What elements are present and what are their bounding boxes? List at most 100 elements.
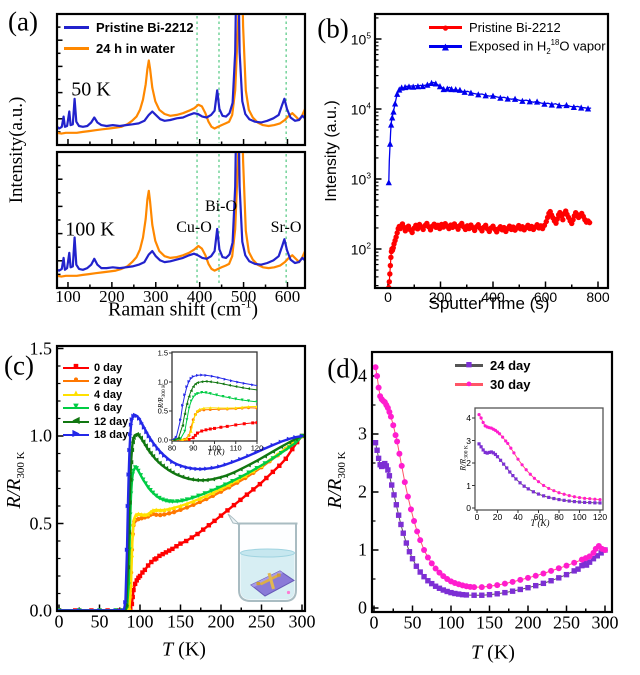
inset-d-y-tick: 2 — [466, 458, 471, 468]
legend-item-0day: ■ 0 day — [63, 361, 128, 375]
panel-b-y-tick: 105 — [350, 30, 371, 48]
inset-d-x-axis-title: T (K) — [530, 518, 550, 528]
legend-label: 18 day — [94, 429, 129, 442]
legend-item-18day: ▶ 18 day — [63, 429, 128, 443]
x-title-sup: -1 — [241, 296, 252, 311]
panel-b-x-tick: 400 — [481, 289, 505, 305]
panel-d-x-tick: 50 — [403, 612, 422, 633]
legend-label: 24 h in water — [96, 41, 175, 56]
panel-d-x-tick: 300 — [591, 612, 619, 633]
panel-c-x-tick: 200 — [207, 611, 235, 632]
panel-d-x-tick: 250 — [553, 612, 580, 633]
legend-line: ● — [429, 21, 462, 33]
panel-c-x-tick: 0 — [54, 611, 64, 632]
panel-d-series — [373, 364, 608, 598]
inset-d-y-tick: 0 — [466, 503, 471, 513]
panel-a-label: (a) — [8, 6, 38, 37]
inset-c-y-tick: 1.0 — [157, 377, 168, 387]
inset-c-y-tick: 0.5 — [157, 406, 168, 416]
panel-c-x-tick: 250 — [248, 611, 275, 632]
inset-c-x-axis-title: T (K) — [207, 447, 225, 457]
panel-d-y-tick: 2 — [358, 481, 367, 502]
panel-b-y-tick: 102 — [350, 240, 371, 258]
panel-a-x-tick: 300 — [143, 287, 169, 306]
panel-b-y-tick: 103 — [350, 170, 371, 188]
y-title-sub: 300 K — [15, 451, 27, 479]
bond-label-cuo: Cu-O — [176, 219, 212, 236]
legend-item-4day: ▲ 4 day — [63, 388, 128, 402]
panel-a-axes — [55, 12, 307, 290]
panel-b-series — [385, 79, 593, 287]
legend-label: 6 day — [94, 402, 123, 415]
panel-a-bottom-series — [58, 153, 304, 278]
inset-d-x-tick: 80 — [554, 511, 564, 522]
panel-d-inset-series — [477, 413, 602, 505]
legend-item-24day: ■ 24 day — [455, 356, 530, 375]
panel-d-y-tick: 0 — [358, 597, 367, 618]
circle-marker-icon: ● — [465, 377, 473, 390]
panel-a-x-tick: 400 — [186, 287, 213, 306]
panel-a-x-axis-title: Raman shift (cm-1) — [108, 297, 258, 322]
inset-d-x-tick: 60 — [533, 511, 544, 522]
y-title-main: R/R — [3, 478, 25, 509]
inset-c-y-axis-title: R/R300 K — [157, 384, 167, 408]
panel-c-x-axis-title: T (K) — [162, 639, 206, 662]
square-marker-icon: ■ — [73, 361, 79, 372]
x-title-T: T — [162, 638, 174, 661]
legend-label: 0 day — [94, 361, 123, 374]
panel-d-axes — [370, 350, 614, 614]
inset-c-x-tick: 100 — [208, 443, 221, 452]
panel-d-y-tick: 3 — [358, 423, 367, 444]
legend-item-vapor: ▲ Exposed in H218O vapor — [429, 37, 606, 56]
panel-d-x-tick: 150 — [476, 612, 503, 633]
panel-b-x-axis-title: Sputter Time (s) — [428, 294, 550, 313]
triangle-down-marker-icon: ▼ — [71, 402, 81, 413]
panel-a-x-tick: 100 — [55, 287, 81, 306]
inset-d-x-tick: 120 — [592, 511, 608, 522]
panel-c-axes — [55, 344, 307, 613]
legend-panel-d: ■ 24 day ● 30 day — [455, 356, 530, 394]
legend-sub: 2 — [546, 46, 551, 56]
inset-c-y-tick: 1.5 — [157, 348, 168, 358]
panel-c-x-tick: 100 — [126, 611, 154, 632]
legend-line — [64, 26, 89, 29]
bond-label-sro: Sr-O — [270, 219, 302, 236]
inset-y-sub: 300 K — [463, 445, 470, 459]
panel-b-y-tick: 104 — [350, 100, 371, 118]
legend-label: 30 day — [490, 377, 531, 392]
panel-c-series — [58, 412, 304, 610]
triangle-marker-icon: ▲ — [439, 39, 452, 54]
panel-c-y-tick: 0.0 — [29, 600, 53, 621]
legend-item-pristine: ● Pristine Bi-2212 — [429, 18, 606, 37]
panel-d-y-axis-title: R/R300 K — [324, 451, 348, 508]
panel-a-x-tick: 500 — [230, 287, 257, 306]
legend-sup: 18 — [550, 37, 560, 47]
inset-d-x-tick: 100 — [572, 511, 587, 522]
panel-c-y-tick: 0.5 — [29, 513, 53, 533]
panel-a-top-series — [58, 15, 304, 135]
legend-panel-a: Pristine Bi-2212 24 h in water — [64, 17, 194, 59]
panel-b-x-tick: 600 — [533, 289, 558, 305]
legend-label: 2 day — [94, 375, 123, 388]
temp-label-50k: 50 K — [71, 78, 111, 101]
inset-c-x-tick: 120 — [250, 443, 264, 452]
panel-d-label: (d) — [327, 353, 359, 384]
beaker-image — [227, 513, 298, 602]
legend-item-2day: ● 2 day — [63, 375, 128, 389]
legend-label: 12 day — [94, 415, 129, 428]
triangle-up-marker-icon: ▲ — [71, 388, 81, 399]
panel-c-x-tick: 300 — [288, 611, 316, 632]
triangle-left-marker-icon: ◀ — [72, 415, 80, 426]
legend-label: 24 day — [490, 358, 531, 373]
x-title-text: Raman shift (cm — [108, 298, 242, 321]
legend-text: Exposed in H — [469, 37, 547, 53]
panel-d-x-tick: 100 — [437, 612, 465, 633]
legend-item-pristine: Pristine Bi-2212 — [64, 17, 194, 38]
legend-item-water: 24 h in water — [64, 38, 194, 59]
panel-a-x-tick: 600 — [274, 287, 301, 306]
square-marker-icon: ■ — [465, 358, 473, 371]
legend-line: ■ — [455, 359, 483, 370]
legend-line: ▲ — [63, 389, 89, 398]
panel-c-inset-axes — [169, 351, 258, 444]
inset-c-x-tick: 110 — [229, 443, 242, 452]
